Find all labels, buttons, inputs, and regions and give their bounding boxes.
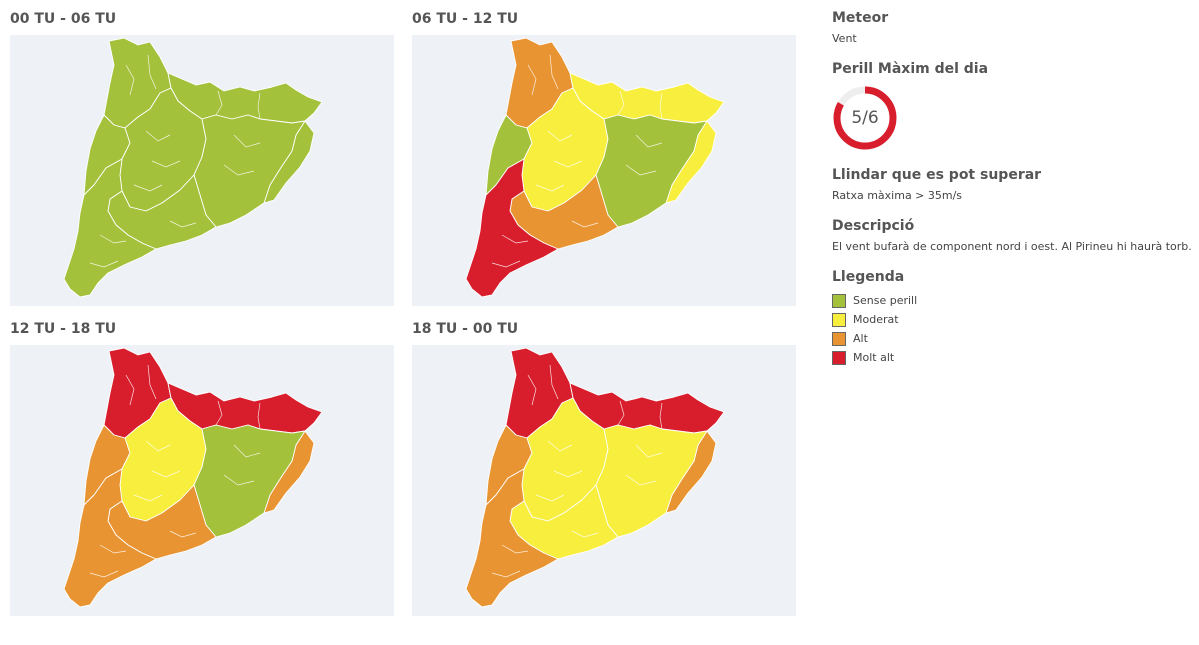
description-heading: Descripció: [832, 218, 915, 234]
legend-item-sense-perill: Sense perill: [832, 291, 1192, 310]
comarca-border: [223, 474, 255, 486]
comarca-border: [215, 90, 223, 116]
catalonia-map-4: [465, 347, 725, 608]
legend-label: Moderat: [853, 313, 899, 326]
catalonia-map-1: [63, 37, 323, 298]
meteor-heading: Meteor: [832, 10, 889, 26]
comarca-border: [125, 374, 135, 406]
comarca-border: [223, 164, 255, 176]
comarca-border: [617, 400, 625, 426]
comarca-border: [491, 260, 521, 268]
gauge-fill: [833, 86, 897, 150]
comarca-border: [549, 54, 559, 90]
map-panel-4: [412, 345, 796, 616]
zone-south: [465, 158, 559, 298]
comarca-border: [571, 220, 599, 228]
period-title-2: 06 TU - 12 TU: [412, 11, 519, 27]
comarca-border: [635, 444, 663, 458]
meteor-value: Vent: [832, 32, 857, 45]
comarca-border: [549, 364, 559, 400]
legend-swatch: [832, 293, 846, 308]
comarca-border: [527, 374, 537, 406]
zone-south: [465, 468, 559, 608]
comarca-border: [625, 164, 657, 176]
comarca-border: [169, 530, 197, 538]
comarca-border: [125, 64, 135, 96]
danger-gauge: 5/6: [832, 85, 898, 151]
comarca-border: [151, 470, 181, 478]
threshold-heading: Llindar que es pot superar: [832, 167, 1042, 183]
legend-label: Alt: [853, 332, 868, 345]
comarca-border: [215, 400, 223, 426]
map-panel-2: [412, 35, 796, 306]
legend-label: Sense perill: [853, 294, 918, 307]
comarca-border: [659, 92, 663, 120]
period-title-1: 00 TU - 06 TU: [10, 11, 117, 27]
comarca-border: [169, 220, 197, 228]
danger-heading: Perill Màxim del dia: [832, 61, 989, 77]
comarca-border: [257, 92, 261, 120]
legend-swatch: [832, 350, 846, 365]
comarca-border: [133, 494, 163, 502]
comarca-border: [147, 54, 157, 90]
comarca-border: [571, 530, 599, 538]
comarca-border: [89, 260, 119, 268]
comarca-border: [659, 402, 663, 430]
description-value: El vent bufarà de component nord i oest.…: [832, 240, 1192, 253]
catalonia-map-2: [465, 37, 725, 298]
zone-south: [63, 468, 157, 608]
map-panel-3: [10, 345, 394, 616]
zone-south: [63, 158, 157, 298]
legend-item-alt: Alt: [832, 329, 1192, 348]
comarca-border: [233, 134, 261, 148]
comarca-border: [547, 130, 573, 142]
comarca-border: [535, 184, 565, 192]
comarca-border: [99, 544, 127, 554]
legend-heading: Llegenda: [832, 269, 905, 285]
comarca-border: [501, 234, 529, 244]
comarca-border: [553, 470, 583, 478]
legend: Sense perill Moderat Alt Molt alt: [832, 291, 1192, 367]
comarca-border: [89, 570, 119, 578]
comarca-border: [535, 494, 565, 502]
legend-item-molt-alt: Molt alt: [832, 348, 1192, 367]
legend-item-moderat: Moderat: [832, 310, 1192, 329]
legend-label: Molt alt: [853, 351, 895, 364]
comarca-border: [527, 64, 537, 96]
comarca-border: [617, 90, 625, 116]
comarca-border: [233, 444, 261, 458]
info-panel: Meteor Vent Perill Màxim del dia 5/6 Lli…: [832, 10, 1192, 367]
comarca-border: [145, 440, 171, 452]
danger-value-label: 5/6: [851, 108, 879, 128]
comarca-border: [145, 130, 171, 142]
comarca-border: [547, 440, 573, 452]
comarca-border: [257, 402, 261, 430]
comarca-border: [625, 474, 657, 486]
comarca-border: [147, 364, 157, 400]
comarca-border: [635, 134, 663, 148]
map-panel-1: [10, 35, 394, 306]
catalonia-map-3: [63, 347, 323, 608]
period-title-4: 18 TU - 00 TU: [412, 321, 519, 337]
comarca-border: [151, 160, 181, 168]
comarca-border: [501, 544, 529, 554]
legend-swatch: [832, 331, 846, 346]
threshold-value: Ratxa màxima > 35m/s: [832, 189, 963, 202]
period-title-3: 12 TU - 18 TU: [10, 321, 117, 337]
comarca-border: [133, 184, 163, 192]
comarca-border: [99, 234, 127, 244]
comarca-border: [553, 160, 583, 168]
legend-swatch: [832, 312, 846, 327]
comarca-border: [491, 570, 521, 578]
